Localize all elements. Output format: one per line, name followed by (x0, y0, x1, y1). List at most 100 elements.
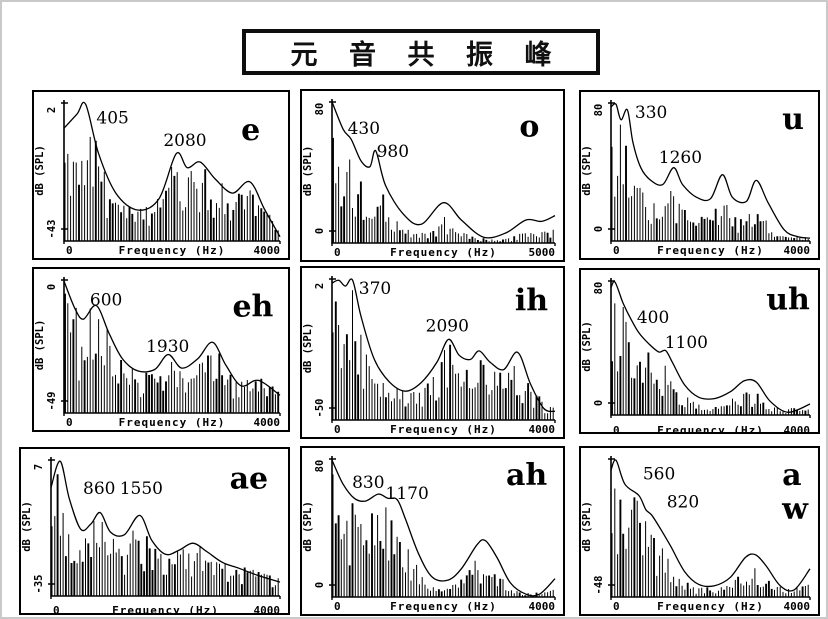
x-tick-min: 0 (334, 600, 341, 613)
spectrum-plot: dB (SPL) 80 0 0 Frequency (Hz) 4000 400 1100 uh (581, 278, 811, 432)
harmonic-comb (611, 488, 809, 597)
x-tick-min: 0 (334, 423, 341, 436)
x-axis-label: Frequency (Hz) (112, 604, 219, 613)
formant-label-330: 330 (635, 103, 667, 123)
x-tick-min: 0 (66, 416, 73, 429)
y-tick-top: 80 (314, 103, 326, 116)
vowel-panel-a-w: dB (SPL) -48 0 Frequency (Hz) 4000 560 820 a w (579, 446, 820, 616)
vowel-label: o (519, 110, 539, 145)
x-axis-label: Frequency (Hz) (390, 423, 497, 436)
x-tick-min: 0 (613, 424, 620, 432)
y-axis-label: dB (SPL) (302, 501, 314, 552)
vowel-label: e (241, 113, 260, 148)
y-tick-top: 80 (314, 460, 326, 473)
spectrum-plot: dB (SPL) 7 -35 0 Frequency (Hz) 4000 860 1550 ae (21, 457, 281, 613)
harmonic-comb-strong (56, 474, 274, 596)
x-axis-label: Frequency (Hz) (119, 244, 226, 257)
y-axis-label: dB (SPL) (302, 323, 314, 374)
formant-label-980: 980 (377, 142, 409, 162)
axis-ticks (329, 458, 556, 600)
harmonic-comb-strong (334, 503, 538, 597)
x-tick-max: 4000 (254, 244, 281, 257)
y-tick-top: 2 (46, 107, 58, 113)
formant-label-860: 860 (83, 479, 115, 499)
formant-label-600: 600 (90, 291, 122, 311)
spectrum-envelope (331, 459, 556, 597)
y-axis-label: dB (SPL) (34, 320, 46, 371)
y-axis-label: dB (SPL) (581, 501, 593, 552)
y-tick-bottom: 0 (593, 400, 605, 406)
x-axis-label: Frequency (Hz) (390, 600, 497, 613)
formant-label-370: 370 (359, 279, 391, 299)
x-tick-min: 0 (613, 244, 620, 257)
vowel-label: ih (515, 284, 548, 319)
formant-label-405: 405 (96, 108, 128, 128)
x-tick-min: 0 (334, 246, 341, 259)
y-axis-label: dB (SPL) (581, 321, 593, 372)
vowel-label: a (782, 458, 801, 493)
formant-label-1100: 1100 (665, 333, 708, 353)
x-tick-max: 4000 (784, 600, 811, 613)
x-tick-max: 4000 (784, 244, 811, 257)
x-tick-max: 4000 (784, 424, 811, 432)
axis-ticks (61, 279, 281, 416)
x-tick-max: 4000 (529, 423, 556, 436)
harmonic-comb-strong (334, 301, 541, 420)
x-tick-min: 0 (53, 604, 60, 613)
figure-title-box: 元 音 共 振 峰 (242, 29, 600, 75)
axis-ticks (61, 102, 281, 244)
vowel-label: eh (232, 290, 273, 325)
harmonic-comb (67, 303, 276, 413)
vowel-panel-ae: dB (SPL) 7 -35 0 Frequency (Hz) 4000 860 1550 ae (19, 447, 290, 615)
x-tick-max: 5000 (529, 246, 556, 259)
vowel-panel-eh: dB (SPL) 0 -49 0 Frequency (Hz) 4000 600 1930 eh (32, 267, 290, 432)
spectrum-plot: dB (SPL) 80 0 0 Frequency (Hz) 4000 330 1260 u (581, 100, 811, 257)
formant-label-1170: 1170 (386, 484, 429, 504)
y-tick-top: 2 (314, 283, 326, 289)
spectrum-envelope (610, 103, 811, 239)
x-axis-label: Frequency (Hz) (657, 244, 764, 257)
spectrum-plot: dB (SPL) -48 0 Frequency (Hz) 4000 560 820 aw (581, 456, 811, 613)
formant-label-2090: 2090 (426, 316, 469, 336)
vowel-label: w (781, 492, 809, 527)
vowel-panel-e: dB (SPL) 2 -43 0 Frequency (Hz) 4000 405 2080 e (32, 90, 290, 260)
spectrum-envelope (610, 459, 811, 592)
x-axis-label: Frequency (Hz) (390, 246, 497, 259)
y-tick-top: 80 (593, 282, 605, 295)
spectrum-envelope (331, 101, 556, 239)
vowel-panel-ih: dB (SPL) 2 -50 0 Frequency (Hz) 4000 370 2090 ih (300, 266, 565, 439)
formant-label-1550: 1550 (120, 479, 163, 499)
y-tick-bottom: -43 (46, 220, 58, 239)
vowel-panel-ah: dB (SPL) 80 0 0 Frequency (Hz) 4000 830 1170 ah (300, 446, 565, 616)
formant-label-1930: 1930 (146, 337, 189, 357)
x-axis-label: Frequency (Hz) (657, 424, 764, 432)
formant-label-2080: 2080 (163, 131, 206, 151)
x-tick-max: 4000 (529, 600, 556, 613)
vowel-label: uh (766, 282, 810, 317)
axis-ticks (48, 459, 281, 599)
spectrum-envelope (331, 278, 556, 413)
y-tick-bottom: 0 (314, 228, 326, 234)
harmonic-comb (332, 474, 554, 597)
spectrum-plot: dB (SPL) 0 -49 0 Frequency (Hz) 4000 600 1930 eh (34, 277, 281, 429)
harmonic-comb (614, 303, 809, 415)
formant-label-430: 430 (348, 119, 380, 139)
y-axis-label: dB (SPL) (302, 146, 314, 197)
spectrum-envelope (63, 101, 281, 238)
spectrum-envelope (63, 280, 281, 396)
vowel-panel-uh: dB (SPL) 80 0 0 Frequency (Hz) 4000 400 1100 uh (579, 268, 820, 434)
figure-title: 元 音 共 振 峰 (290, 39, 564, 70)
harmonic-comb (64, 136, 279, 241)
formant-label-560: 560 (643, 464, 675, 484)
harmonic-comb (335, 159, 554, 243)
vowel-label: ah (506, 458, 547, 493)
x-axis-label: Frequency (Hz) (657, 600, 764, 613)
vowel-panel-o: dB (SPL) 80 0 0 Frequency (Hz) 5000 430 980 o (300, 89, 565, 262)
harmonic-comb (51, 513, 279, 596)
y-axis-label: dB (SPL) (21, 501, 33, 552)
y-tick-bottom: -35 (33, 575, 45, 594)
harmonic-comb (611, 124, 809, 241)
vowel-label: ae (230, 462, 269, 497)
y-tick-bottom: -48 (593, 576, 605, 595)
